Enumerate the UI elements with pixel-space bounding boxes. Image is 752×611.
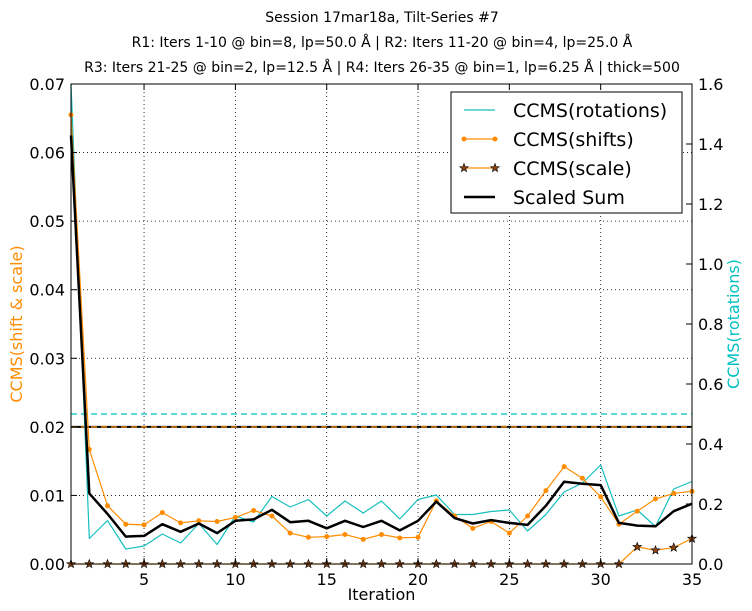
data-point (324, 534, 330, 540)
data-point (671, 490, 677, 496)
legend-marker (492, 136, 498, 142)
legend-item-scaled-sum: Scaled Sum (464, 187, 625, 209)
y-right-tick-label: 0.6 (698, 375, 723, 394)
legend-label: CCMS(rotations) (513, 100, 667, 122)
y-left-tick-label: 0.00 (29, 555, 65, 574)
legend-label: Scaled Sum (513, 187, 625, 209)
data-point (196, 518, 202, 524)
data-point (360, 536, 366, 542)
y-right-tick-label: 1.4 (698, 135, 723, 154)
legend-box (450, 91, 683, 214)
legend-label: CCMS(scale) (513, 158, 632, 180)
data-point (397, 535, 403, 541)
series-line (69, 135, 693, 538)
x-tick-label: 15 (317, 570, 337, 589)
y-axis-label-left: CCMS(shift & scale) (7, 245, 26, 402)
data-point (506, 530, 512, 536)
data-point (561, 464, 567, 470)
series-line (70, 83, 693, 550)
data-point (543, 488, 549, 494)
data-point (342, 532, 348, 538)
data-point-star (668, 542, 679, 552)
data-point (105, 503, 111, 509)
legend-item-ccms-shifts: CCMS(shifts) (461, 129, 634, 151)
legend-marker-star (458, 162, 470, 173)
y-right-tick-label: 1.2 (698, 195, 723, 214)
chart-title-line-1: Session 17mar18a, Tilt-Series #7 (265, 10, 499, 26)
data-point (232, 514, 238, 520)
y-axis-label-right: CCMS(rotations) (724, 259, 743, 389)
y-left-tick-label: 0.06 (29, 144, 65, 163)
data-point (159, 510, 165, 516)
y-right-tick-label: 0.2 (698, 495, 723, 514)
y-left-tick-label: 0.01 (29, 486, 65, 505)
data-point (214, 518, 220, 524)
legend-marker (461, 136, 467, 142)
series-ccms-scale (65, 533, 698, 569)
series-ccms-rotations (70, 83, 693, 550)
series-scaled-sum (69, 135, 693, 538)
x-tick-label: 10 (225, 570, 245, 589)
data-point (579, 475, 585, 481)
data-point (123, 521, 129, 527)
y-left-tick-label: 0.03 (29, 349, 65, 368)
x-tick-label: 25 (499, 570, 519, 589)
legend-label: CCMS(shifts) (513, 129, 634, 151)
y-right-tick-label: 1.0 (698, 255, 723, 274)
chart-title-line-3: R3: Iters 21-25 @ bin=2, lp=12.5 Å | R4:… (84, 59, 680, 76)
x-tick-label: 5 (139, 570, 149, 589)
legend-item-ccms-rotations: CCMS(rotations) (464, 100, 667, 122)
ticks: 5 10 15 20 25 30 35 0.00 0.01 0.02 0.03 0.04 0.05 0.0… (29, 75, 723, 589)
x-tick-label: 30 (590, 570, 610, 589)
y-right-tick-label: 0.8 (698, 315, 723, 334)
y-left-tick-label: 0.04 (29, 281, 65, 300)
data-point (470, 525, 476, 531)
data-point (415, 534, 421, 540)
x-tick-label: 35 (682, 570, 702, 589)
data-point-star (650, 544, 661, 555)
data-point (178, 520, 184, 526)
data-point-star (632, 541, 643, 552)
data-point (269, 513, 275, 519)
y-left-tick-label: 0.07 (29, 75, 65, 94)
data-point (379, 532, 384, 538)
x-axis-label: Iteration (348, 585, 416, 604)
reference-lines (71, 413, 692, 428)
x-tick-label: 20 (408, 570, 428, 589)
data-point (634, 508, 640, 514)
y-left-tick-label: 0.05 (29, 212, 65, 231)
data-point (598, 494, 604, 500)
legend-marker-star (489, 162, 501, 173)
data-point (141, 522, 147, 528)
y-left-tick-label: 0.02 (29, 418, 65, 437)
data-point (287, 530, 293, 536)
y-right-tick-label: 0.0 (698, 555, 723, 574)
data-point (525, 513, 531, 519)
data-point (251, 508, 257, 514)
legend: CCMS(rotations) CCMS(shifts) CCMS(scale) Sc… (450, 91, 683, 214)
data-point (305, 534, 311, 540)
y-right-tick-label: 1.6 (698, 75, 723, 94)
legend-item-ccms-scale: CCMS(scale) (458, 158, 632, 180)
y-right-tick-label: 0.4 (698, 435, 723, 454)
data-point (652, 496, 658, 502)
chart-title-line-2: R1: Iters 1-10 @ bin=8, lp=50.0 Å | R2: … (132, 34, 633, 51)
